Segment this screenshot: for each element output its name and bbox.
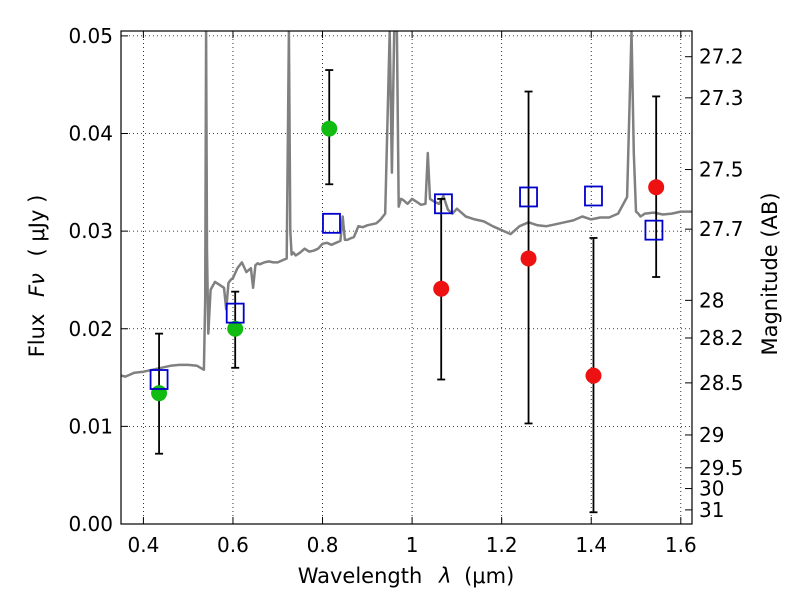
x-axis-label: Wavelength λ (μm) (298, 564, 515, 588)
green-data-point (321, 120, 338, 137)
model-open-square-point (225, 302, 245, 324)
x-tick-label: 1 (406, 533, 419, 557)
x-axis-label-unit: (μm) (464, 564, 514, 588)
y-tick-label: 0.01 (68, 414, 113, 438)
y2-tick-label: 29 (699, 423, 724, 447)
y-tick-label: 0.02 (68, 317, 113, 341)
red-data-point (585, 367, 602, 384)
green-data-point (227, 320, 244, 337)
model-open-square-point (584, 185, 603, 207)
y-axis-label: Flux Fν ( μJy ) (25, 195, 49, 358)
y2-tick-label: 27.2 (699, 45, 744, 69)
x-tick-label: 1.6 (665, 533, 697, 557)
model-open-square-point (434, 193, 453, 215)
x-tick-label: 0.8 (307, 533, 339, 557)
template-spectrum-layer (121, 31, 692, 378)
model-open-square-point (149, 369, 169, 390)
red-data-point (520, 250, 537, 267)
y2-tick-label: 27.3 (699, 86, 744, 110)
x-tick-label: 0.6 (217, 533, 249, 557)
red-data-point (648, 179, 665, 196)
model-open-square-point (322, 212, 341, 234)
red-data-point (433, 280, 450, 297)
template-spectrum-line (121, 31, 692, 378)
plot-frame (120, 30, 693, 525)
y-axis-label-unit: ( μJy ) (25, 195, 49, 257)
y2-tick-label: 29.5 (699, 456, 744, 480)
model-open-square-point (519, 186, 538, 208)
y-tick-label: 0.03 (68, 219, 113, 243)
y2-tick-label: 27.5 (699, 158, 744, 182)
y-axis-label-text: Flux (25, 314, 49, 358)
model-open-square-point (644, 219, 664, 241)
errorbars-layer (155, 69, 661, 514)
axis-ticks (121, 31, 692, 525)
y2-tick-label: 28.2 (699, 326, 744, 350)
x-axis-label-symbol: λ (438, 564, 451, 588)
x-tick-label: 0.4 (127, 533, 159, 557)
green-data-point (151, 385, 168, 402)
y2-axis-label: Magnitude (AB) (758, 192, 782, 355)
y-tick-label: 0.00 (68, 512, 113, 536)
y-tick-label: 0.04 (68, 122, 113, 146)
x-tick-label: 1.2 (486, 533, 518, 557)
x-tick-label: 1.4 (575, 533, 607, 557)
y2-tick-label: 31 (699, 498, 724, 522)
y2-tick-label: 28.5 (699, 371, 744, 395)
tick-labels: 0.4 0.6 0.8 1 1.2 1.4 1.6 0.00 0.01 0.02 0.03 0.04 0… (68, 24, 743, 557)
x-axis-label-text: Wavelength (298, 564, 423, 588)
data-points-layer (149, 120, 665, 402)
y2-tick-label: 28 (699, 288, 724, 312)
y-tick-label: 0.05 (68, 24, 113, 48)
y2-tick-label: 27.7 (699, 217, 744, 241)
y-axis-label-symbol: Fν (25, 273, 49, 297)
y2-tick-label: 30 (699, 477, 724, 501)
